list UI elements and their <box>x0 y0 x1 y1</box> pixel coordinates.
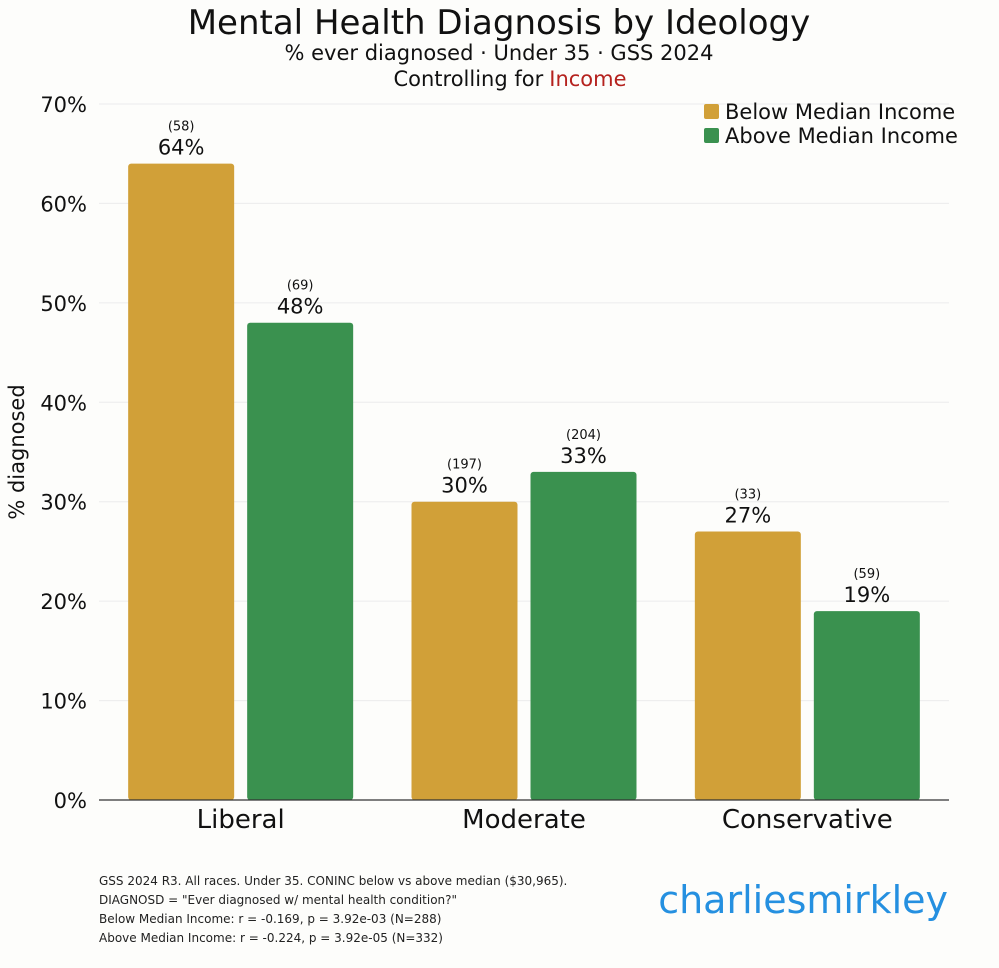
n-label: (58) <box>168 120 195 135</box>
y-tick-label: 20% <box>40 590 87 614</box>
bars <box>128 163 920 800</box>
bar <box>128 163 235 800</box>
legend-swatch <box>704 104 719 119</box>
grid-lines <box>99 103 949 702</box>
n-label: (204) <box>566 428 601 443</box>
footnote-line: GSS 2024 R3. All races. Under 35. CONINC… <box>99 874 568 888</box>
y-tick-label: 0% <box>54 789 87 813</box>
y-tick-label: 40% <box>40 391 87 415</box>
controlling-prefix: Controlling for <box>393 67 543 91</box>
value-label: 27% <box>724 504 771 528</box>
footnote-line: Below Median Income: r = -0.169, p = 3.9… <box>99 912 442 926</box>
category-label: Liberal <box>197 805 285 835</box>
y-axis-ticks: 0% 10% 20% 30% 40% 50% 60% 70% <box>40 93 87 813</box>
bar <box>813 611 920 800</box>
controlling-for-line: Controlling for Income <box>393 67 626 91</box>
chart-title: Mental Health Diagnosis by Ideology <box>188 3 811 43</box>
n-label: (59) <box>853 567 880 582</box>
bar <box>247 322 354 800</box>
n-label: (69) <box>287 279 314 294</box>
value-label: 19% <box>843 583 890 607</box>
y-tick-label: 10% <box>40 690 87 714</box>
footnote-line: DIAGNOSD = "Ever diagnosed w/ mental hea… <box>99 893 458 907</box>
x-axis-categories: Liberal Moderate Conservative <box>197 805 893 835</box>
legend-label: Above Median Income <box>725 124 958 148</box>
controlling-variable: Income <box>549 67 626 91</box>
y-tick-label: 30% <box>40 491 87 515</box>
value-label: 64% <box>158 136 205 160</box>
n-label: (197) <box>447 458 482 473</box>
data-labels: 64%(58) 48%(69) 30%(197) 33%(204) 27%(33) 19%… <box>158 120 890 607</box>
value-label: 30% <box>441 474 488 498</box>
legend-swatch <box>704 128 719 143</box>
category-label: Moderate <box>462 805 586 835</box>
y-tick-label: 60% <box>40 192 87 216</box>
bar <box>694 531 801 800</box>
y-axis-label: % diagnosed <box>5 384 29 519</box>
y-tick-label: 70% <box>40 93 87 117</box>
y-tick-label: 50% <box>40 292 87 316</box>
value-label: 48% <box>277 295 324 319</box>
bar <box>411 501 518 800</box>
footnote-line: Above Median Income: r = -0.224, p = 3.9… <box>99 931 443 945</box>
brand-watermark: charliesmirkley <box>658 878 948 922</box>
footnotes: GSS 2024 R3. All races. Under 35. CONINC… <box>99 872 567 948</box>
category-label: Conservative <box>722 805 893 835</box>
chart-subtitle: % ever diagnosed · Under 35 · GSS 2024 <box>285 41 714 65</box>
n-label: (33) <box>734 488 761 503</box>
value-label: 33% <box>560 444 607 468</box>
bar <box>530 471 637 800</box>
legend-label: Below Median Income <box>725 100 955 124</box>
